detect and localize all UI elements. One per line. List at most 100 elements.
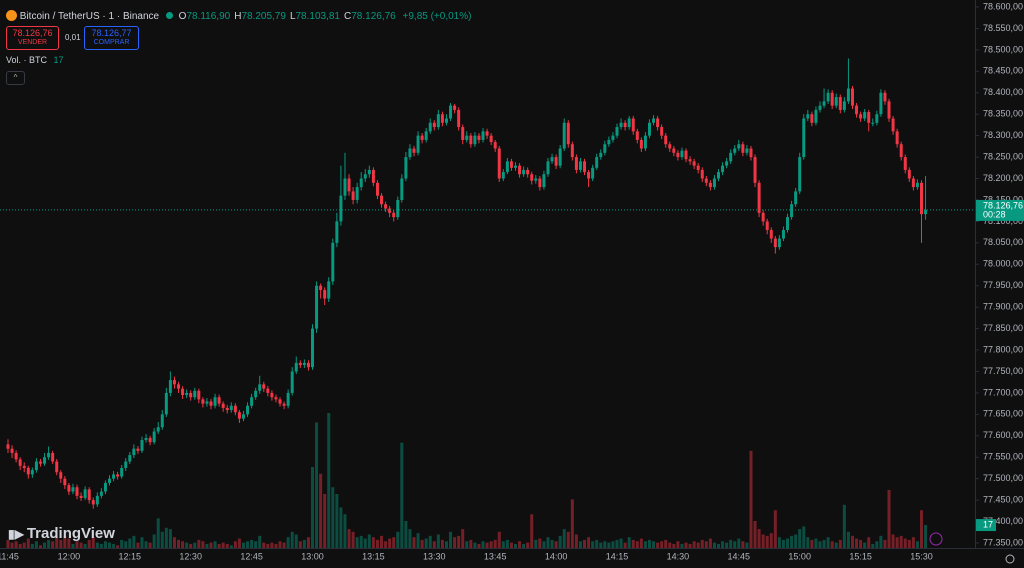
volume-bar [432,541,436,548]
candle-body [266,388,270,393]
volume-bar [217,543,221,548]
volume-bar [725,542,729,548]
volume-bar [481,541,485,548]
candle-body [850,88,854,106]
candle-body [43,457,47,464]
sell-button[interactable]: 78.126,76 VENDER [6,26,59,50]
volume-bar [822,539,826,548]
candle-body [623,122,627,128]
logo: ▮▶ TradingView [8,525,115,542]
volume-bar [63,535,67,548]
volume-bar [846,531,850,548]
volume-bar [241,542,245,548]
volume-bar [550,539,554,548]
volume-bar [619,538,623,548]
candle-body [794,191,798,205]
volume-bar [469,539,473,548]
volume-bar [591,541,595,548]
volume-bar [574,534,578,548]
candle-body [574,157,578,170]
candle-body [112,474,116,479]
volume-bar [826,537,830,548]
x-tick-label: 14:15 [606,551,629,561]
candle-body [688,159,692,162]
alert-icon[interactable] [929,532,943,546]
volume-bar [140,537,144,548]
change: +9,85 (+0,01%) [402,11,472,22]
volume-bar [18,543,22,548]
volume-bar [688,543,692,548]
candle-body [643,135,647,149]
candle-body [172,380,176,385]
volume-bar [278,541,282,548]
candle-body [412,148,416,153]
y-tick-label: 77.500,00 [983,473,1023,483]
x-tick-label: 13:45 [484,551,507,561]
volume-bar [838,539,842,548]
settings-icon[interactable] [1005,554,1015,564]
candle-body [181,388,185,396]
candle-body [656,118,660,128]
candle-body [692,161,696,166]
volume-legend-value: 17 [53,55,64,65]
candle-body [185,392,189,396]
candle-body [355,187,359,200]
x-tick-label: 14:30 [667,551,690,561]
candle-body [907,169,911,179]
candle-body [538,178,542,188]
volume-bar [461,529,465,548]
volume-bar [71,543,75,548]
candle-body [477,135,481,140]
volume-bar [148,542,152,548]
x-tick-label: 12:00 [58,551,81,561]
y-tick-label: 77.950,00 [983,280,1023,290]
spread: 0,01 [65,33,81,42]
volume-bar [855,538,859,548]
candle-body [725,161,729,166]
volume-bar [924,525,928,548]
candle-body [233,405,237,413]
volume-bar [607,542,611,548]
candle-body [737,144,741,149]
logo-text: TradingView [26,525,115,542]
volume-bar [907,539,911,548]
volume-bar [311,467,314,548]
volume-bar [168,529,172,548]
buy-button[interactable]: 78.126,77 COMPRAR [84,26,139,50]
candle-body [241,414,245,419]
candle-body [55,461,59,473]
candle-body [225,407,229,411]
volume-bar [343,514,347,548]
volume-bar [205,543,209,548]
collapse-button[interactable]: ^ [6,71,25,85]
volume-bar [339,507,343,548]
candle-body [359,178,363,188]
y-tick-label: 78.000,00 [983,259,1023,269]
candle-body [696,165,700,170]
candle-body [887,101,891,119]
volume-bar [59,539,63,548]
volume-bar [384,541,388,548]
candle-body [262,384,266,389]
candle-body [603,144,607,153]
candle-body [879,92,883,115]
candle-body [489,135,493,143]
volume-bar [388,538,392,548]
x-tick-label: 15:00 [788,551,811,561]
volume-bar [266,543,270,548]
candle-body [432,122,436,128]
candle-body [859,114,863,119]
candle-body [83,489,87,498]
candle-body [136,448,140,451]
symbol-title[interactable]: Bitcoin / TetherUS · 1 · Binance [19,11,160,22]
volume-bar [298,541,302,548]
candle-body [290,371,294,393]
volume-bar [477,543,481,548]
volume-bar [562,529,566,548]
y-tick-label: 77.650,00 [983,409,1023,419]
volume-bar [10,542,14,548]
candle-body [193,390,197,398]
volume-bar [599,542,603,548]
volume-bar [781,539,785,548]
candle-body [684,150,688,160]
